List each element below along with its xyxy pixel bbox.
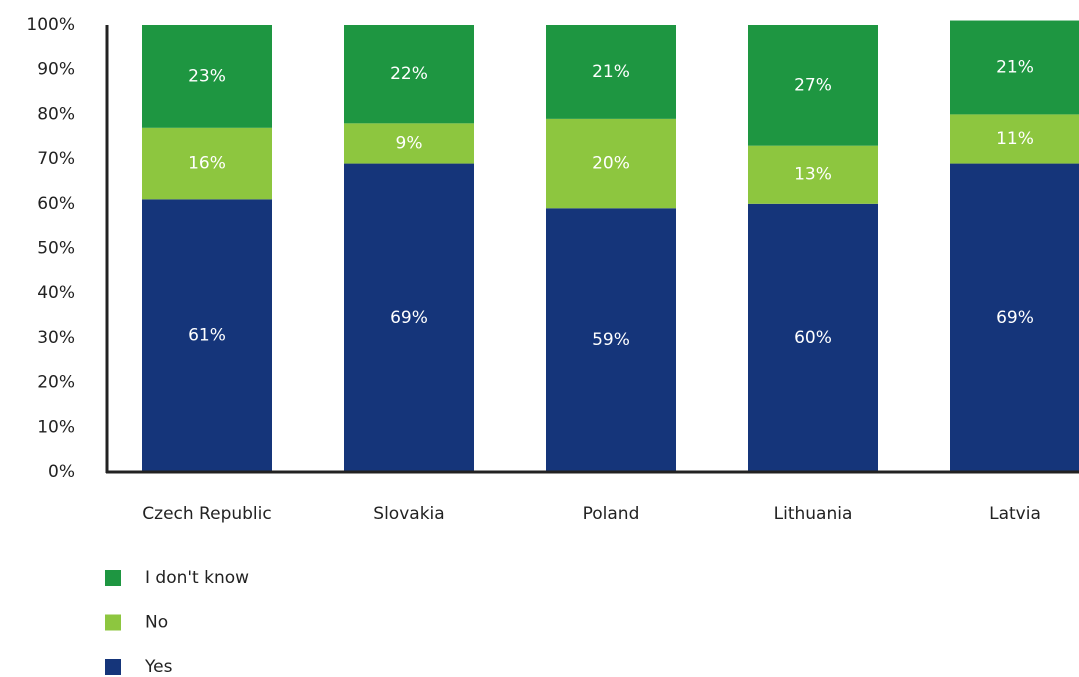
- bar-segment: [344, 25, 474, 124]
- bar-segment: [950, 163, 1079, 472]
- bar-segment: [950, 114, 1079, 164]
- y-tick-label: 50%: [37, 239, 75, 259]
- legend-label: No: [145, 613, 168, 633]
- bar-segment: [950, 20, 1079, 115]
- value-label: 20%: [592, 154, 630, 174]
- y-tick-label: 40%: [37, 283, 75, 303]
- x-tick-label: Slovakia: [373, 504, 445, 524]
- bar-segment: [748, 145, 878, 204]
- bar-segment: [546, 118, 676, 209]
- y-tick-label: 20%: [37, 373, 75, 393]
- y-tick-label: 80%: [37, 104, 75, 124]
- bar-segment: [142, 127, 272, 200]
- x-tick-label: Czech Republic: [142, 504, 272, 524]
- bar-segment: [546, 208, 676, 472]
- y-tick-label: 10%: [37, 417, 75, 437]
- legend-swatch: [105, 659, 121, 675]
- value-label: 21%: [592, 62, 630, 82]
- legend-swatch: [105, 570, 121, 586]
- y-tick-label: 70%: [37, 149, 75, 169]
- y-tick-label: 30%: [37, 328, 75, 348]
- legend-swatch: [105, 614, 121, 631]
- bar-segment: [142, 199, 272, 472]
- bar-segment: [344, 163, 474, 472]
- bar-segment: [748, 25, 878, 146]
- bar-segment: [344, 123, 474, 164]
- value-label: 69%: [390, 308, 428, 328]
- value-label: 21%: [996, 57, 1034, 77]
- x-tick-label: Latvia: [989, 504, 1041, 524]
- value-label: 60%: [794, 328, 832, 348]
- x-tick-label: Poland: [582, 504, 640, 524]
- legend-label: Yes: [144, 657, 173, 677]
- y-tick-label: 0%: [48, 462, 75, 482]
- value-label: 61%: [188, 326, 226, 346]
- bar-segment: [142, 25, 272, 128]
- value-label: 9%: [396, 133, 423, 153]
- x-tick-label: Lithuania: [773, 504, 853, 524]
- y-tick-label: 60%: [37, 194, 75, 214]
- value-label: 16%: [188, 154, 226, 174]
- bar-segment: [748, 203, 878, 473]
- bar-segment: [546, 25, 676, 119]
- y-tick-label: 100%: [26, 15, 75, 35]
- value-label: 59%: [592, 330, 630, 350]
- value-label: 27%: [794, 75, 832, 95]
- value-label: 13%: [794, 165, 832, 185]
- value-label: 23%: [188, 66, 226, 86]
- value-label: 11%: [996, 129, 1034, 149]
- value-label: 22%: [390, 64, 428, 84]
- value-label: 69%: [996, 308, 1034, 328]
- legend-label: I don't know: [145, 568, 249, 588]
- y-tick-label: 90%: [37, 60, 75, 80]
